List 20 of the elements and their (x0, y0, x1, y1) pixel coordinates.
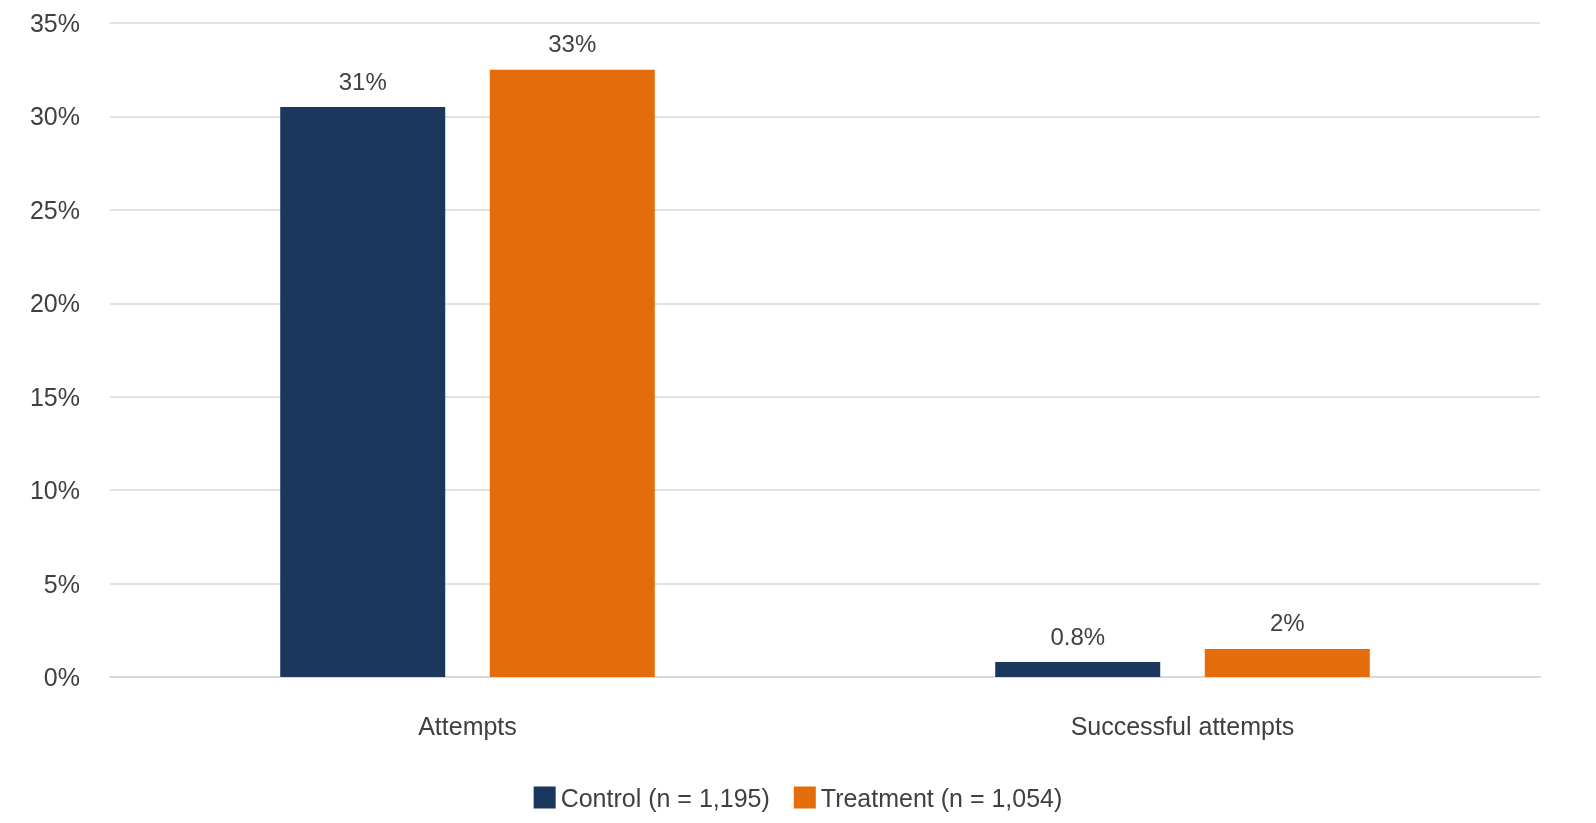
y-tick-label: 25% (29, 195, 80, 224)
bar (1204, 648, 1370, 677)
x-tick-label: Successful attempts (1070, 711, 1295, 740)
legend-label: Control (n = 1,195) (560, 783, 770, 812)
data-label: 0.8% (1050, 622, 1106, 650)
y-tick-label: 15% (29, 382, 80, 411)
data-label: 2% (1269, 609, 1305, 637)
data-label: 33% (548, 30, 597, 58)
data-label: 31% (338, 67, 387, 95)
y-tick-label: 0% (43, 663, 80, 691)
y-tick-label: 10% (29, 476, 80, 505)
y-tick-label: 30% (29, 102, 80, 131)
bar (995, 662, 1161, 677)
bar (280, 107, 446, 677)
legend-label: Treatment (n = 1,054) (820, 783, 1063, 812)
y-tick-label: 35% (29, 9, 80, 37)
bar (489, 69, 655, 677)
x-tick-label: Attempts (418, 711, 517, 740)
y-tick-label: 20% (29, 289, 80, 318)
y-tick-label: 5% (43, 569, 80, 598)
